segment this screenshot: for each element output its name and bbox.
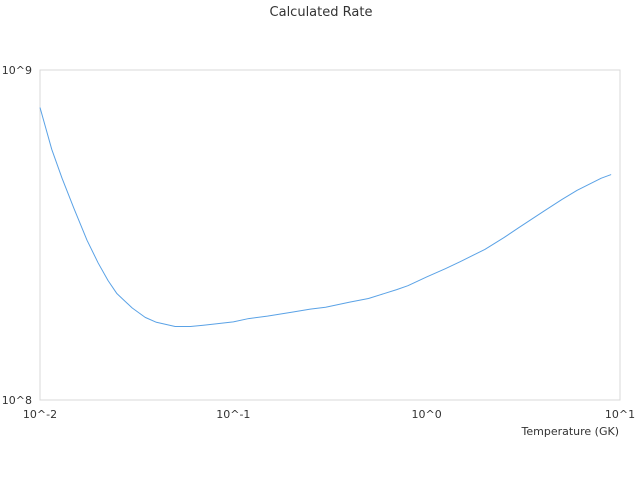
- x-axis-label: Temperature (GK): [521, 425, 620, 438]
- plot-area: [39, 69, 621, 401]
- y-tick-label: 10^8: [2, 394, 32, 407]
- x-tick-label: 10^0: [412, 408, 442, 421]
- x-tick-labels: 10^-2 10^-1 10^0 10^1: [23, 408, 635, 421]
- x-tick-label: 10^-1: [216, 408, 250, 421]
- x-tick-label: 10^1: [605, 408, 635, 421]
- series-line-0: [39, 107, 612, 327]
- y-tick-label: 10^9: [2, 64, 32, 77]
- y-tick-labels: 10^8 10^9: [2, 64, 32, 407]
- x-tick-label: 10^-2: [23, 408, 57, 421]
- chart-title: Calculated Rate: [270, 5, 373, 20]
- series-layer: [39, 107, 612, 327]
